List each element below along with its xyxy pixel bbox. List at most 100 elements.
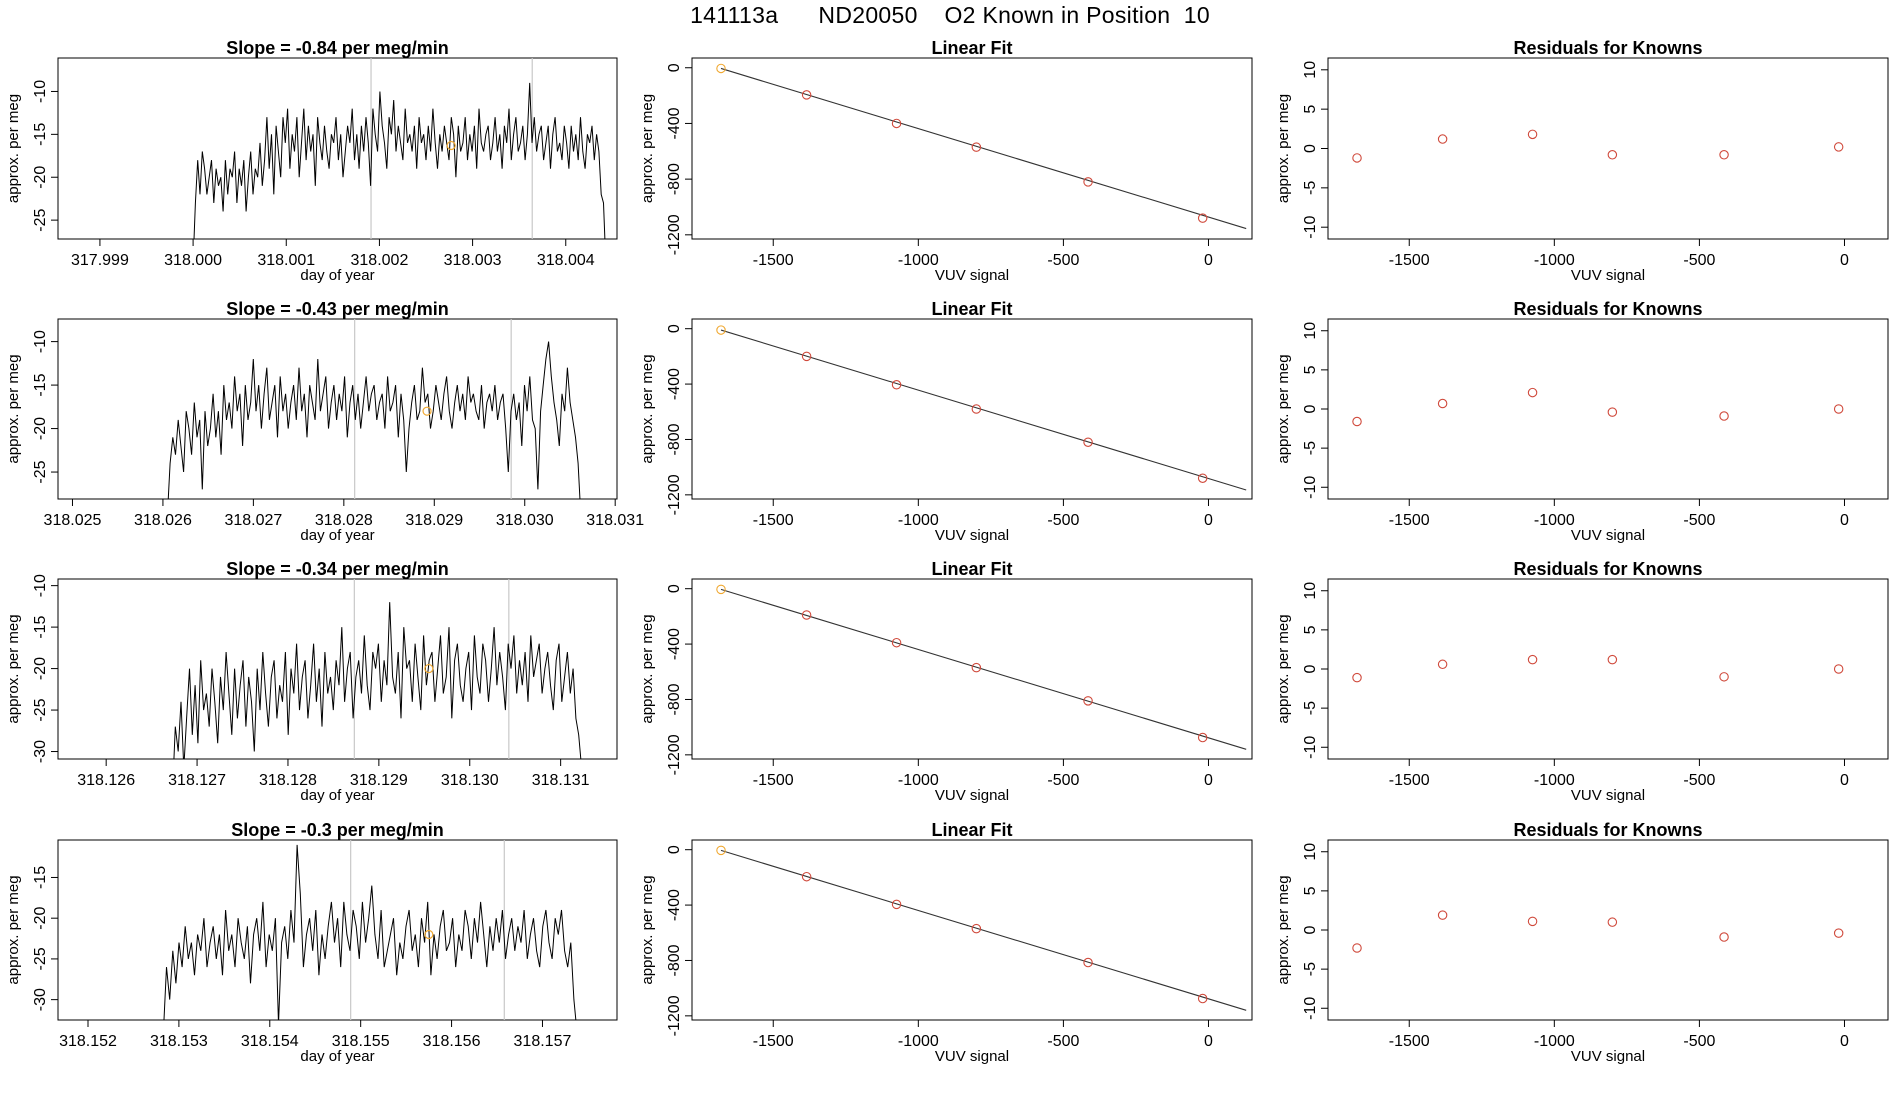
y-tick-label: 0 (1302, 925, 1319, 934)
known-point (1437, 910, 1448, 920)
plot-frame (1327, 578, 1889, 760)
x-tick-label: -1500 (753, 1033, 794, 1050)
plot-area (163, 840, 577, 1020)
y-axis-label: approx. per meg (5, 614, 22, 723)
y-tick-label: 0 (1302, 144, 1319, 153)
plot-frame (57, 839, 618, 1021)
x-tick-label: -500 (1047, 252, 1079, 269)
x-axis-label: VUV signal (1571, 267, 1645, 284)
x-tick-label: 318.130 (441, 772, 499, 789)
x-tick-label: 0 (1204, 1033, 1213, 1050)
known-point (1527, 129, 1538, 140)
panel-title: Slope = -0.3 per meg/min (231, 820, 444, 840)
known-point (1833, 664, 1844, 674)
plot-area (716, 63, 1247, 230)
x-tick-label: -1000 (898, 1033, 939, 1050)
x-tick-label: 318.028 (315, 512, 373, 529)
panel-title: Residuals for Knowns (1513, 299, 1702, 319)
x-tick-label: -500 (1683, 512, 1715, 529)
y-tick-label: -1200 (666, 995, 683, 1036)
y-tick-label: -10 (1302, 216, 1319, 239)
known-point (1083, 177, 1093, 187)
x-tick-label: 0 (1840, 512, 1849, 529)
known-point (1719, 411, 1729, 421)
y-tick-label: -25 (32, 698, 49, 721)
y-tick-label: -1200 (666, 734, 683, 775)
known-point (971, 142, 982, 152)
y-axis-label: approx. per meg (5, 875, 22, 984)
y-tick-label: -25 (32, 947, 49, 970)
y-axis-label: approx. per meg (639, 94, 656, 203)
x-tick-label: -500 (1683, 1033, 1715, 1050)
signal-trace (167, 341, 581, 499)
plot-frame (1327, 839, 1889, 1021)
panel-r1-c2: Linear Fit -1500 -1000 -500 0 0 -400 -800 -1200 V… (639, 38, 1253, 284)
known-point (971, 662, 982, 673)
y-tick-label: -20 (32, 166, 49, 189)
known-point (1833, 928, 1844, 938)
panel-title: Linear Fit (931, 820, 1012, 840)
y-tick-label: -5 (1302, 441, 1319, 455)
highlight-point (446, 140, 456, 151)
x-tick-label: -1000 (1534, 252, 1575, 269)
y-tick-label: -20 (32, 657, 49, 680)
x-tick-label: 318.156 (423, 1033, 481, 1050)
x-tick-label: 318.152 (59, 1033, 117, 1050)
y-tick-label: -25 (32, 208, 49, 231)
panel-r2-c3: Residuals for Knowns -1500 -1000 -500 0 10 5 0 -… (1275, 299, 1889, 544)
known-point (1197, 213, 1208, 223)
y-tick-label: -800 (666, 423, 683, 455)
known-point (1719, 932, 1729, 942)
x-tick-label: -1500 (1389, 1033, 1430, 1050)
x-tick-label: -1000 (1534, 772, 1575, 789)
x-tick-label: -1000 (1534, 1033, 1575, 1050)
plot-area (716, 584, 1247, 750)
known-point (891, 118, 902, 129)
y-tick-label: -10 (1302, 476, 1319, 499)
y-tick-label: -10 (32, 574, 49, 597)
signal-trace (163, 844, 577, 1020)
y-tick-label: 5 (1302, 886, 1319, 895)
highlight-point (422, 406, 432, 416)
x-tick-label: 0 (1840, 1033, 1849, 1050)
panel-title: Linear Fit (931, 38, 1012, 58)
y-tick-label: -15 (32, 373, 49, 396)
known-point (1352, 672, 1362, 683)
y-tick-label: 0 (666, 845, 683, 854)
x-axis-label: day of year (300, 267, 374, 284)
x-tick-label: 0 (1204, 512, 1213, 529)
x-axis-label: VUV signal (935, 1048, 1009, 1065)
x-tick-label: 318.157 (514, 1033, 572, 1050)
y-axis-label: approx. per meg (5, 94, 22, 203)
y-tick-label: 0 (1302, 664, 1319, 673)
plot-area (716, 325, 1247, 491)
x-tick-label: -1000 (898, 252, 939, 269)
x-tick-label: -1500 (1389, 772, 1430, 789)
known-point (1197, 993, 1208, 1004)
y-tick-label: -5 (1302, 701, 1319, 715)
y-axis-label: approx. per meg (639, 875, 656, 984)
x-tick-label: 318.001 (257, 252, 315, 269)
x-axis-label: VUV signal (1571, 527, 1645, 544)
y-axis-label: approx. per meg (1275, 614, 1292, 723)
x-tick-label: -1500 (1389, 512, 1430, 529)
panel-r1-c1: Slope = -0.84 per meg/min 317.999 318.000 3… (5, 38, 618, 284)
y-tick-label: 0 (666, 63, 683, 72)
highlight-point (424, 929, 434, 940)
x-tick-label: 318.153 (150, 1033, 208, 1050)
known-point (1197, 473, 1208, 483)
panel-title: Slope = -0.34 per meg/min (226, 559, 449, 579)
panel-title: Slope = -0.84 per meg/min (226, 38, 449, 58)
x-tick-label: 318.025 (44, 512, 102, 529)
x-tick-label: 318.030 (496, 512, 554, 529)
x-tick-label: 318.026 (134, 512, 192, 529)
x-tick-label: -500 (1047, 512, 1079, 529)
y-tick-label: 0 (666, 324, 683, 333)
y-tick-label: -30 (32, 740, 49, 763)
panel-r3-c1: Slope = -0.34 per meg/min 318.126 318.127 3… (5, 559, 618, 804)
x-tick-label: -1500 (753, 512, 794, 529)
plot-area (1352, 129, 1844, 163)
x-tick-label: 318.131 (532, 772, 590, 789)
fit-line (720, 849, 1247, 1011)
fit-line (720, 329, 1247, 491)
